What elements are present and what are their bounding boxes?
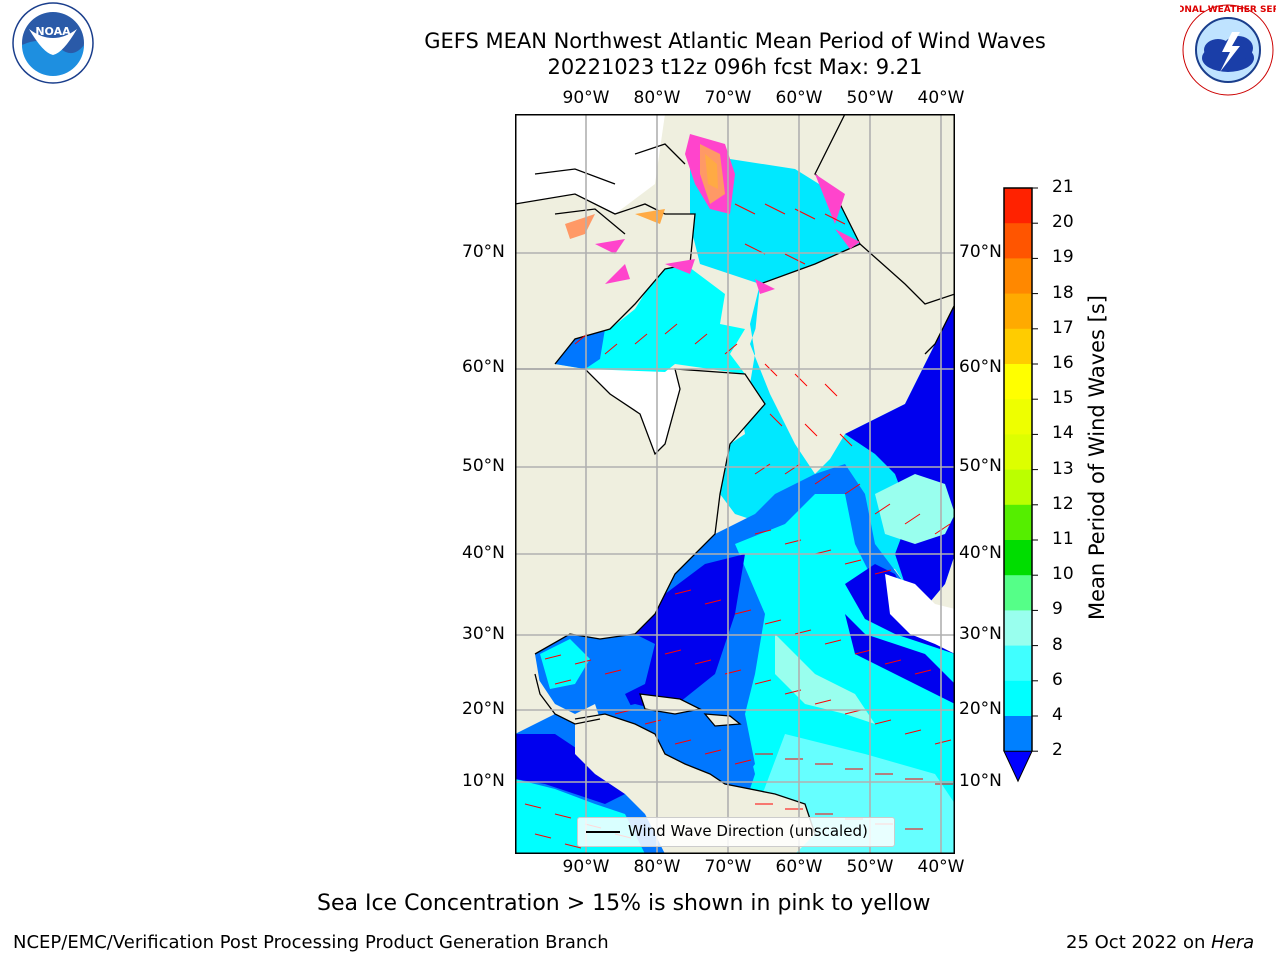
- atlantic-waves-hi: [875, 474, 955, 544]
- north-america-land: [515, 369, 765, 659]
- noaa-logo: NOAA: [3, 1, 103, 85]
- hudson-bay-waves: [555, 264, 745, 374]
- lon-label-top-80w: 80°W: [633, 88, 681, 108]
- lat-label-right-50n: 50°N: [959, 456, 1002, 476]
- colorbar-segment: [1004, 504, 1032, 541]
- colorbar-tick-label: 18: [1052, 282, 1074, 303]
- lon-label-top-70w: 70°W: [704, 88, 752, 108]
- colorbar-tick-label: 2: [1052, 740, 1063, 761]
- lat-label-left-70n: 70°N: [462, 242, 505, 262]
- colorbar-segment: [1004, 434, 1032, 471]
- chart-title: GEFS MEAN Northwest Atlantic Mean Period…: [424, 29, 1046, 53]
- colorbar-tick-label: 19: [1052, 247, 1074, 268]
- lat-label-right-30n: 30°N: [959, 624, 1002, 644]
- lat-label-left-50n: 50°N: [462, 456, 505, 476]
- colorbar-tick-label: 14: [1052, 423, 1074, 444]
- colorbar-segment: [1004, 328, 1032, 365]
- colorbar-segment: [1004, 610, 1032, 647]
- noaa-text: NOAA: [35, 25, 71, 38]
- footer-machine: Hera: [1211, 932, 1255, 953]
- lat-label-left-30n: 30°N: [462, 624, 505, 644]
- map-legend: Wind Wave Direction (unscaled): [577, 817, 895, 847]
- footer-date-text: 25 Oct 2022 on: [1066, 932, 1206, 953]
- lat-label-left-10n: 10°N: [462, 771, 505, 791]
- lat-label-right-40n: 40°N: [959, 543, 1002, 563]
- nws-ring-text: NATIONAL WEATHER SERVICE: [1180, 5, 1276, 15]
- colorbar-tick-label: 4: [1052, 705, 1063, 725]
- colorbar-tick-label: 10: [1052, 564, 1074, 585]
- lon-label-top-50w: 50°W: [846, 88, 894, 108]
- lat-label-right-70n: 70°N: [959, 242, 1002, 262]
- colorbar-segment: [1004, 223, 1032, 259]
- map-panel: Wind Wave Direction (unscaled): [515, 114, 955, 854]
- graticule: [515, 114, 955, 854]
- pacific-strip: [515, 734, 625, 804]
- lat-label-right-10n: 10°N: [959, 771, 1002, 791]
- colorbar-tick-label: 9: [1052, 599, 1063, 620]
- nws-logo: NATIONAL WEATHER SERVICE: [1153, 2, 1280, 98]
- colorbar-tick-label: 16: [1052, 353, 1074, 373]
- colorbar-segment: [1004, 645, 1032, 682]
- lon-label-bottom-50w: 50°W: [846, 857, 894, 877]
- colorbar-segment: [1004, 364, 1032, 400]
- lon-label-bottom-70w: 70°W: [704, 857, 752, 877]
- colorbar-segment: [1004, 575, 1032, 611]
- colorbar-segment: [1004, 258, 1032, 295]
- sea-ice-note: Sea Ice Concentration > 15% is shown in …: [317, 891, 931, 916]
- colorbar-segment: [1004, 469, 1032, 506]
- lon-label-bottom-80w: 80°W: [633, 857, 681, 877]
- lat-label-right-20n: 20°N: [959, 699, 1002, 719]
- lon-label-bottom-90w: 90°W: [562, 857, 610, 877]
- map-frame: [515, 114, 955, 854]
- lon-label-bottom-40w: 40°W: [917, 857, 965, 877]
- canada-land: [515, 194, 695, 369]
- lon-label-top-60w: 60°W: [775, 88, 823, 108]
- chart-subtitle: 20221023 t12z 096h fcst Max: 9.21: [547, 55, 923, 79]
- lon-label-top-40w: 40°W: [917, 88, 965, 108]
- colorbar-segment: [1004, 188, 1032, 224]
- colorbar-segment: [1004, 399, 1032, 435]
- colorbar-tick-label: 11: [1052, 529, 1074, 549]
- greenland-tip: [920, 294, 955, 354]
- colorbar-tick-label: 20: [1052, 212, 1074, 233]
- colorbar-svg: [1003, 187, 1038, 783]
- cuba: [640, 694, 700, 714]
- colorbar-title: Mean Period of Wind Waves [s]: [1085, 295, 1109, 620]
- colorbar-tick-label: 8: [1052, 634, 1063, 655]
- colorbar-tick-labels: 21 20 19 18 17 16 15 14 13 12 11 10 9 8 6 4 2: [1052, 0, 1092, 960]
- arctic-missing: [515, 114, 665, 214]
- footer-date: 25 Oct 2022 on Hera: [1066, 932, 1254, 953]
- lat-label-left-20n: 20°N: [462, 699, 505, 719]
- map-canvas: [515, 114, 955, 854]
- colorbar-segment: [1004, 680, 1032, 717]
- colorbar-tick-label: 21: [1052, 177, 1074, 197]
- lat-label-left-60n: 60°N: [462, 357, 505, 377]
- colorbar-tick-label: 17: [1052, 317, 1074, 338]
- colorbar-extend-triangle: [1003, 750, 1033, 783]
- sea-ice-overlay: [565, 134, 860, 294]
- colorbar-tick-label: 12: [1052, 493, 1074, 514]
- lat-label-left-40n: 40°N: [462, 543, 505, 563]
- footer-branch: NCEP/EMC/Verification Post Processing Pr…: [13, 932, 609, 953]
- colorbar-segment: [1004, 540, 1032, 576]
- colorbar-segment: [1004, 293, 1032, 330]
- lat-label-right-60n: 60°N: [959, 357, 1002, 377]
- legend-line-swatch: [586, 831, 620, 833]
- colorbar: [1000, 186, 1040, 786]
- colorbar-tick-label: 15: [1052, 388, 1074, 409]
- legend-label: Wind Wave Direction (unscaled): [628, 822, 868, 840]
- greenland-land: [815, 114, 955, 304]
- colorbar-segment: [1004, 716, 1032, 752]
- lon-label-top-90w: 90°W: [562, 88, 610, 108]
- colorbar-tick-label: 13: [1052, 458, 1074, 479]
- lon-label-bottom-60w: 60°W: [775, 857, 823, 877]
- colorbar-tick-label: 6: [1052, 669, 1063, 690]
